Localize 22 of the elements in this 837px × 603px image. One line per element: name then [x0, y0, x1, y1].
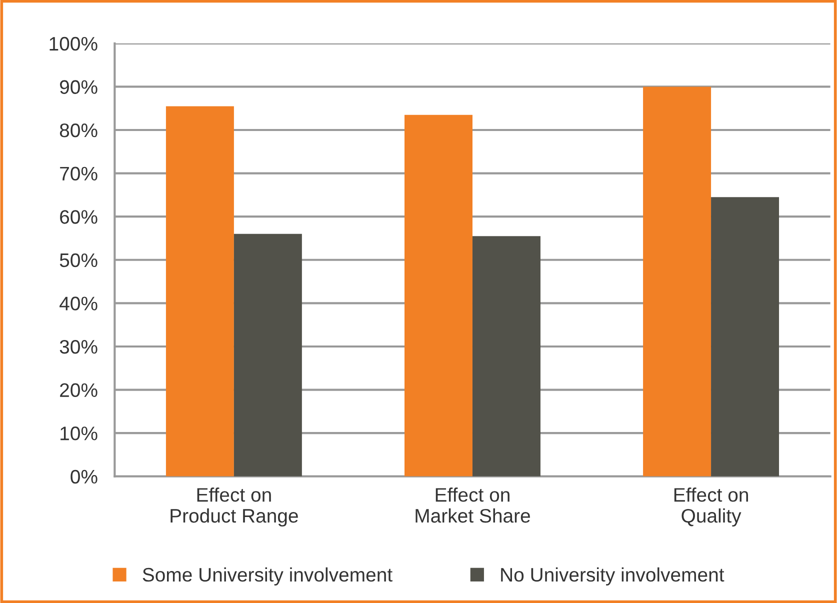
y-tick-label: 60% [60, 210, 98, 224]
y-tick-label: 0% [70, 470, 98, 484]
y-tick-label: 80% [60, 123, 98, 138]
bar [472, 236, 540, 476]
bar [404, 114, 472, 476]
y-tick-label: 30% [60, 340, 98, 354]
x-tick-label: Effect on Market Share [416, 488, 530, 523]
y-tick-label: 40% [60, 296, 98, 310]
y-tick-label: 90% [60, 80, 98, 94]
bar [643, 86, 712, 476]
x-tick-label: Effect on Product Range [170, 488, 298, 527]
bar [234, 234, 302, 476]
y-tick-label: 100% [50, 36, 98, 51]
y-tick-label: 50% [60, 253, 98, 268]
y-tick-label: 20% [60, 383, 98, 398]
y-tick-label: 70% [60, 166, 98, 181]
bar [711, 197, 780, 476]
y-tick-label: 10% [60, 426, 98, 440]
bar [166, 106, 234, 476]
x-tick-label: Effect on Quality [674, 488, 748, 527]
legend-label: Some University involvement [142, 567, 392, 586]
legend-label: No University involvement [501, 567, 724, 586]
